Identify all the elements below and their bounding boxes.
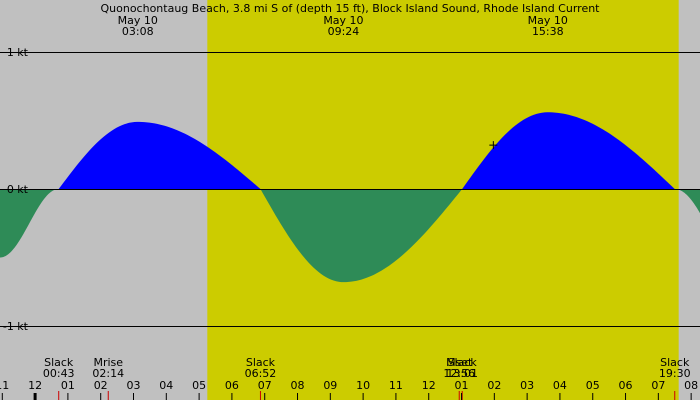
- top-date-label: May 10: [323, 14, 363, 27]
- event-time: 19:30: [659, 367, 691, 380]
- ebb-area: [0, 189, 59, 258]
- y-tick-layer: 1 kt 0 kt -1 kt: [3, 46, 29, 333]
- event-label: Slack: [44, 356, 74, 369]
- event-label: Mrise: [93, 356, 123, 369]
- y-tick-label: 0 kt: [7, 183, 29, 196]
- top-time-label: 09:24: [328, 25, 360, 38]
- x-tick-label: 06: [619, 379, 633, 392]
- flood-area: [58, 121, 261, 189]
- chart-title: Quonochontaug Beach, 3.8 mi S of (depth …: [101, 2, 601, 15]
- gridline-layer: [0, 52, 700, 327]
- x-tick-label: 03: [520, 379, 534, 392]
- x-tick-label: 01: [61, 379, 75, 392]
- x-tick-label: 02: [487, 379, 501, 392]
- event-label: Mset: [446, 356, 473, 369]
- x-tick-label: 07: [258, 379, 272, 392]
- ebb-area: [674, 189, 700, 214]
- x-tick-label: 04: [553, 379, 567, 392]
- x-tick-label: 11: [0, 379, 9, 392]
- x-tick-label: 09: [323, 379, 337, 392]
- y-tick-label: -1 kt: [3, 320, 29, 333]
- current-marker: [489, 141, 498, 150]
- x-tick-layer: 11 12 01 02 03 04 05 06 07 08 09 10 11 12 01 02 03 04 05 06…: [0, 379, 698, 400]
- top-time-label: 03:08: [122, 25, 154, 38]
- event-time: 02:14: [92, 367, 124, 380]
- ebb-area: [260, 189, 463, 283]
- x-tick-label: 11: [389, 379, 403, 392]
- x-tick-label: 12: [28, 379, 42, 392]
- event-time: 13:01: [446, 367, 478, 380]
- top-date-label: May 10: [528, 14, 568, 27]
- event-label: Slack: [448, 356, 478, 369]
- x-tick-label: 02: [94, 379, 108, 392]
- x-tick-label: 12: [422, 379, 436, 392]
- event-layer: Slack00:43Mrise02:14Slack06:52Mset12:56S…: [43, 356, 691, 400]
- y-tick-label: 1 kt: [7, 46, 29, 59]
- x-tick-label: 03: [127, 379, 141, 392]
- x-tick-label: 06: [225, 379, 239, 392]
- x-tick-label: 05: [192, 379, 206, 392]
- x-tick-label: 10: [356, 379, 370, 392]
- x-tick-label: 08: [291, 379, 305, 392]
- event-time: 12:56: [443, 367, 475, 380]
- top-time-label: 15:38: [532, 25, 564, 38]
- flood-area: [462, 112, 675, 189]
- top-date-label: May 10: [118, 14, 158, 27]
- event-time: 00:43: [43, 367, 75, 380]
- x-tick-label: 08: [684, 379, 698, 392]
- x-tick-label: 01: [455, 379, 469, 392]
- area-layer: [0, 112, 700, 283]
- event-time: 06:52: [245, 367, 277, 380]
- x-tick-label: 04: [159, 379, 173, 392]
- event-label: Slack: [660, 356, 690, 369]
- event-label: Slack: [246, 356, 276, 369]
- x-tick-label: 05: [586, 379, 600, 392]
- x-tick-label: 07: [651, 379, 665, 392]
